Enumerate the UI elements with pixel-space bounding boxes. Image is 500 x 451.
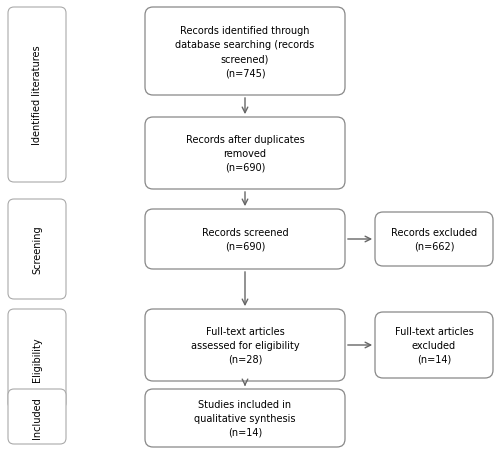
Text: Included: Included: [32, 396, 42, 438]
FancyBboxPatch shape: [8, 8, 66, 183]
FancyBboxPatch shape: [145, 309, 345, 381]
Text: Records after duplicates
removed
(n=690): Records after duplicates removed (n=690): [186, 135, 304, 173]
FancyBboxPatch shape: [375, 312, 493, 378]
Text: Full-text articles
assessed for eligibility
(n=28): Full-text articles assessed for eligibil…: [190, 326, 300, 364]
FancyBboxPatch shape: [8, 309, 66, 409]
FancyBboxPatch shape: [8, 199, 66, 299]
Text: Records identified through
database searching (records
screened)
(n=745): Records identified through database sear…: [176, 26, 314, 78]
Text: Records screened
(n=690): Records screened (n=690): [202, 227, 288, 252]
Text: Full-text articles
excluded
(n=14): Full-text articles excluded (n=14): [394, 326, 473, 364]
FancyBboxPatch shape: [145, 8, 345, 96]
FancyBboxPatch shape: [145, 118, 345, 189]
FancyBboxPatch shape: [145, 389, 345, 447]
Text: Studies included in
qualitative synthesis
(n=14): Studies included in qualitative synthesi…: [194, 399, 296, 437]
Text: Identified literatures: Identified literatures: [32, 45, 42, 144]
FancyBboxPatch shape: [375, 212, 493, 267]
FancyBboxPatch shape: [145, 210, 345, 269]
Text: Eligibility: Eligibility: [32, 337, 42, 382]
Text: Records excluded
(n=662): Records excluded (n=662): [391, 227, 477, 252]
FancyBboxPatch shape: [8, 389, 66, 444]
Text: Screening: Screening: [32, 225, 42, 274]
